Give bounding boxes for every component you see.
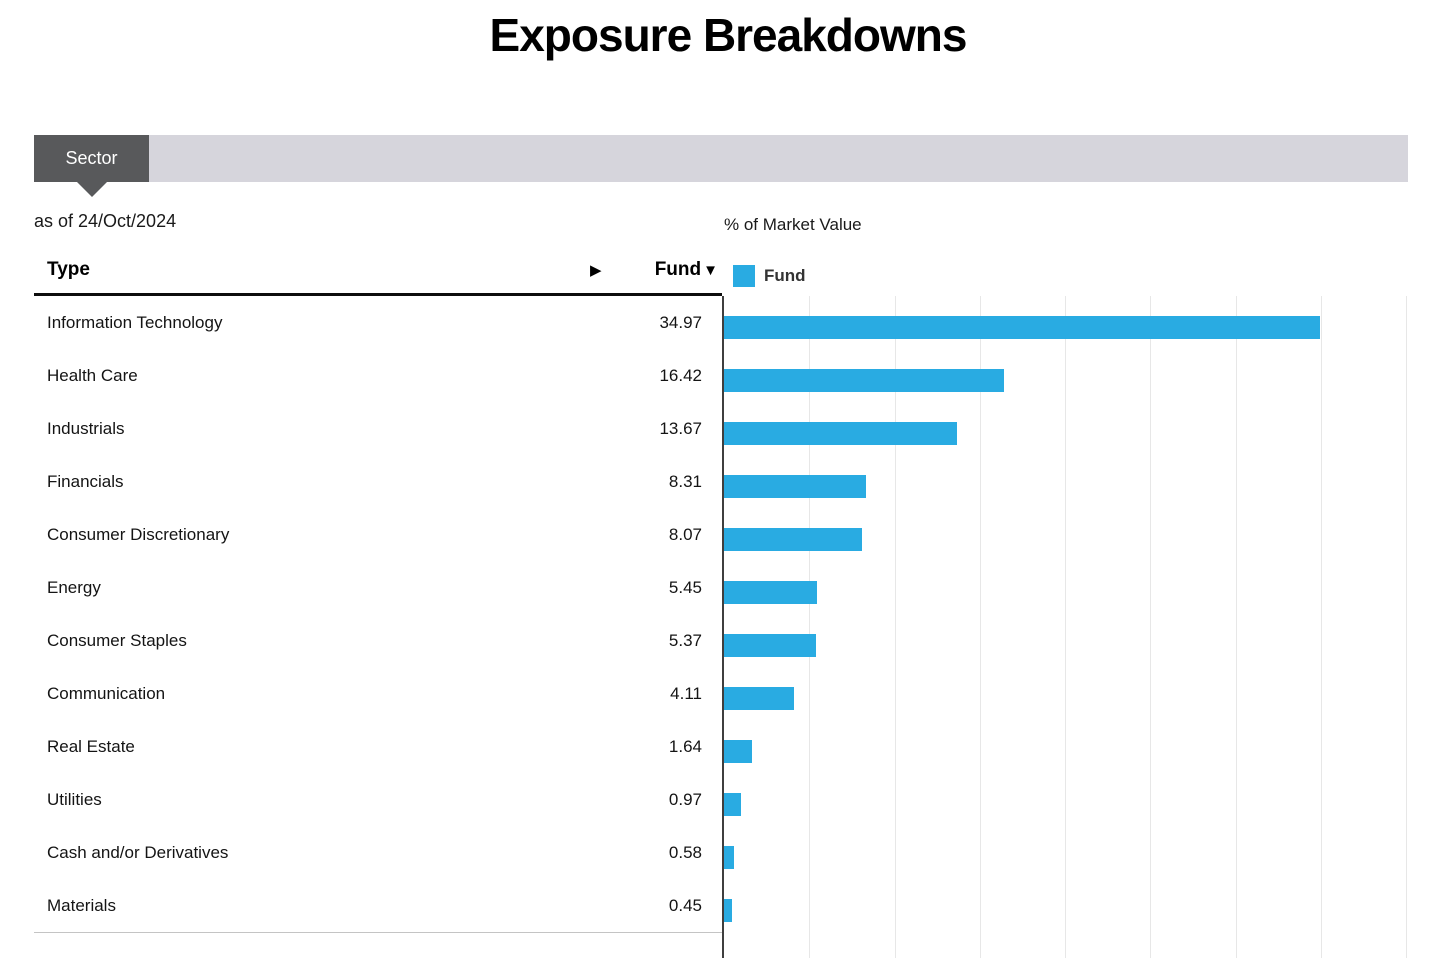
- gridline: [1321, 296, 1322, 958]
- row-fund-value: 13.67: [659, 418, 702, 438]
- fund-bar[interactable]: [724, 369, 1005, 392]
- row-fund-value: 1.64: [668, 736, 702, 756]
- bar-slot: [724, 773, 1408, 826]
- row-fund-value: 8.31: [668, 471, 702, 491]
- bar-chart-plot-area: [722, 296, 1408, 958]
- fund-column-sort-header[interactable]: Fund ▼: [655, 259, 718, 281]
- as-of-date: as of 24/Oct/2024: [34, 211, 177, 231]
- row-type-label: Financials: [47, 471, 124, 491]
- row-fund-value: 8.07: [668, 524, 702, 544]
- page-title: Exposure Breakdowns: [489, 9, 968, 61]
- gridline: [1406, 296, 1408, 958]
- table-row: Communication 4.11: [34, 667, 722, 720]
- legend-swatch-fund: [733, 265, 755, 287]
- table-row: Materials 0.45: [34, 879, 722, 932]
- row-type-label: Health Care: [47, 365, 138, 385]
- chart-legend-item-fund[interactable]: Fund: [733, 265, 806, 287]
- gridline: [979, 296, 981, 958]
- row-fund-value: 5.37: [668, 630, 702, 650]
- table-row: Industrials 13.67: [34, 402, 722, 455]
- row-type-label: Cash and/or Derivatives: [47, 842, 229, 862]
- fund-bar[interactable]: [724, 475, 866, 498]
- row-type-label: Energy: [47, 577, 101, 597]
- fund-bar[interactable]: [724, 793, 741, 816]
- fund-column-header-label: Fund: [654, 259, 702, 280]
- row-fund-value: 0.45: [668, 895, 702, 915]
- active-tab-pointer-icon: [76, 182, 107, 197]
- table-row: Energy 5.45: [34, 561, 722, 614]
- table-row: Health Care 16.42: [34, 349, 722, 402]
- table-header-divider: [34, 293, 722, 296]
- row-fund-value: 5.45: [668, 577, 702, 597]
- gridline: [1150, 296, 1152, 958]
- bar-slot: [724, 508, 1408, 561]
- table-row: Utilities 0.97: [34, 773, 722, 826]
- row-fund-value: 16.42: [659, 365, 702, 385]
- row-type-label: Consumer Discretionary: [47, 524, 230, 544]
- fund-bar[interactable]: [724, 740, 752, 763]
- bar-slot: [724, 720, 1408, 773]
- fund-bar[interactable]: [724, 581, 817, 604]
- bar-slot: [724, 667, 1408, 720]
- fund-bar[interactable]: [724, 528, 862, 551]
- bar-slot: [724, 561, 1408, 614]
- table-header: Type ▶ Fund ▼: [34, 250, 722, 293]
- fund-bar[interactable]: [724, 634, 816, 657]
- fund-bar[interactable]: [724, 422, 958, 445]
- tab-sector[interactable]: Sector: [34, 135, 149, 197]
- bars-layer: [724, 296, 1408, 932]
- fund-bar[interactable]: [724, 687, 795, 710]
- tab-strip: Sector: [34, 135, 1408, 197]
- row-type-label: Utilities: [47, 789, 102, 809]
- chart-axis-title: % of Market Value: [724, 215, 862, 234]
- gridline: [809, 296, 811, 958]
- fund-bar[interactable]: [724, 899, 732, 922]
- bar-slot: [724, 402, 1408, 455]
- row-fund-value: 4.11: [670, 683, 702, 703]
- row-type-label: Industrials: [47, 418, 125, 438]
- fund-bar[interactable]: [724, 846, 734, 869]
- bar-slot: [724, 879, 1408, 932]
- row-type-label: Communication: [47, 683, 166, 703]
- tab-sector-label: Sector: [65, 148, 118, 168]
- bar-slot: [724, 455, 1408, 508]
- expander-arrow-icon[interactable]: ▶: [590, 262, 602, 279]
- sort-descending-icon: ▼: [703, 261, 718, 279]
- table-row: Consumer Discretionary 8.07: [34, 508, 722, 561]
- row-type-label: Real Estate: [47, 736, 135, 756]
- table-row: Information Technology 34.97: [34, 296, 722, 349]
- row-fund-value: 34.97: [659, 312, 702, 332]
- table-row: Financials 8.31: [34, 455, 722, 508]
- table-row: Cash and/or Derivatives 0.58: [34, 826, 722, 879]
- bar-slot: [724, 349, 1408, 402]
- table-body: Information Technology 34.97 Health Care 16…: [34, 296, 722, 933]
- bar-slot: [724, 296, 1408, 349]
- type-column-header: Type: [47, 259, 90, 280]
- row-type-label: Information Technology: [47, 312, 223, 332]
- fund-bar[interactable]: [724, 316, 1321, 339]
- row-fund-value: 0.58: [668, 842, 702, 862]
- table-row: Real Estate 1.64: [34, 720, 722, 773]
- row-type-label: Materials: [47, 895, 116, 915]
- gridline: [1235, 296, 1237, 958]
- legend-label-fund: Fund: [764, 266, 806, 285]
- gridline: [1065, 296, 1067, 958]
- bar-slot: [724, 826, 1408, 879]
- row-type-label: Consumer Staples: [47, 630, 187, 650]
- gridline: [894, 296, 896, 958]
- table-row: Consumer Staples 5.37: [34, 614, 722, 667]
- bar-slot: [724, 614, 1408, 667]
- row-fund-value: 0.97: [668, 789, 702, 809]
